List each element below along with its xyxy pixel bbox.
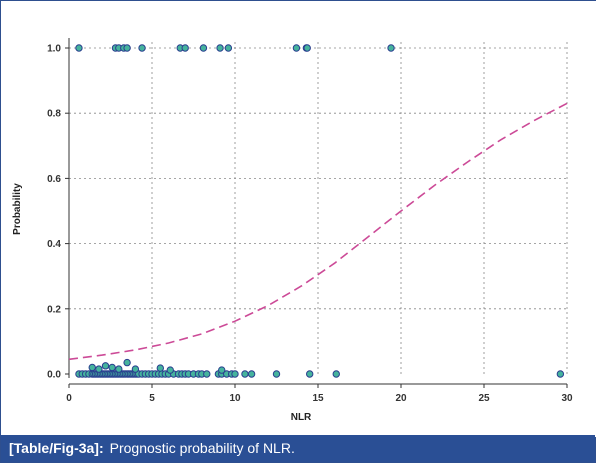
data-point-y0 [218, 366, 226, 374]
x-tick-label: 15 [312, 393, 324, 404]
data-point-y1 [216, 44, 224, 52]
grid [69, 42, 568, 374]
logistic-curve [68, 102, 568, 361]
axes: 0 5 10 15 20 25 30 0.0 0.2 0.4 0.6 0.8 1.0 [47, 38, 573, 404]
x-tick-label: 20 [395, 393, 407, 404]
data-point-y0 [156, 364, 165, 372]
data-point-y0 [272, 370, 281, 378]
data-point-y0 [115, 365, 123, 373]
x-tick-label: 0 [66, 393, 72, 404]
caption-bar: [Table/Fig-3a]: Prognostic probability of… [1, 435, 595, 462]
data-point-y0 [556, 370, 565, 378]
caption-text: Prognostic probability of NLR. [109, 440, 295, 456]
data-point-y1 [387, 44, 395, 52]
data-point-y1 [123, 44, 131, 52]
data-point-y0 [203, 370, 211, 378]
curve-line [68, 102, 568, 361]
data-point-y0 [247, 370, 256, 378]
x-tick-label: 10 [229, 393, 241, 404]
data-point-y0 [88, 363, 96, 372]
x-tick-label: 30 [561, 393, 573, 404]
data-point-y0 [131, 365, 140, 373]
axis-labels: NLR Probability [12, 183, 312, 423]
caption-tag: [Table/Fig-3a]: [9, 440, 104, 456]
y-tick-label: 0.4 [47, 239, 61, 250]
y-tick-label: 0.8 [47, 109, 61, 120]
probability-chart: 0 5 10 15 20 25 30 0.0 0.2 0.4 0.6 0.8 1.0 NLR Proba… [1, 1, 597, 437]
data-point-y1 [224, 44, 233, 52]
y-tick-label: 1.0 [47, 44, 61, 55]
chart-area: 0 5 10 15 20 25 30 0.0 0.2 0.4 0.6 0.8 1.0 NLR Proba… [1, 1, 597, 437]
y-tick-label: 0.2 [47, 304, 61, 315]
data-point-y0 [241, 370, 249, 378]
y-tick-label: 0.6 [47, 174, 61, 185]
data-point-y0 [306, 370, 314, 378]
y-axis-title: Probability [12, 183, 23, 235]
data-point-y0 [166, 366, 174, 374]
data-point-y1 [199, 44, 208, 52]
x-tick-label: 25 [478, 393, 490, 404]
data-point-y0 [101, 362, 110, 370]
plot-background [1, 1, 597, 437]
data-point-y0 [231, 370, 239, 378]
data-point-y1 [138, 44, 146, 52]
x-tick-label: 5 [149, 393, 155, 404]
data-point-y0 [332, 370, 340, 378]
x-axis-title: NLR [291, 412, 312, 423]
data-point-y1 [181, 44, 189, 52]
data-point-y0 [123, 358, 131, 367]
data-point-y0 [95, 365, 103, 373]
data-point-y1 [303, 44, 311, 52]
data-point-y1 [75, 44, 83, 52]
data-point-y0 [108, 363, 116, 372]
y-tick-label: 0.0 [47, 370, 61, 381]
data-point-y1 [292, 44, 301, 52]
data-points [75, 44, 565, 378]
